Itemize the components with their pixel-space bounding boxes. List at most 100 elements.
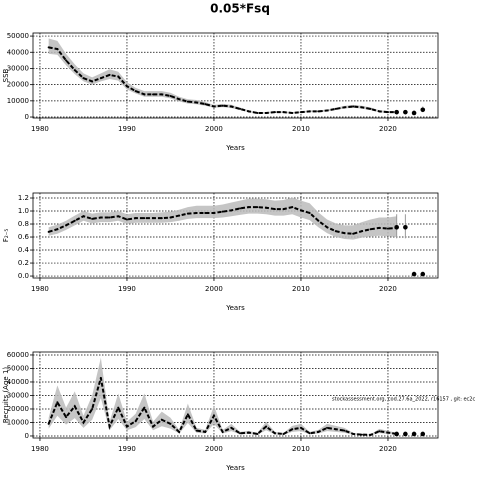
estimate-point <box>65 224 68 227</box>
estimate-point <box>82 77 85 80</box>
estimate-point <box>91 217 94 220</box>
estimate-point <box>152 425 155 428</box>
estimate-point <box>369 433 372 436</box>
estimate-point <box>221 210 224 213</box>
plot-frame <box>32 32 439 119</box>
estimate-point <box>360 230 363 233</box>
estimate-point <box>212 105 215 108</box>
estimate-point <box>230 209 233 212</box>
confidence-band <box>48 197 397 240</box>
estimate-point <box>169 216 172 219</box>
estimate-point <box>73 405 76 408</box>
estimate-point <box>326 226 329 229</box>
estimate-point <box>47 230 50 233</box>
estimate-point <box>212 211 215 214</box>
estimate-point <box>247 431 250 434</box>
estimate-point <box>369 107 372 110</box>
estimate-line <box>48 206 397 235</box>
estimate-point <box>334 107 337 110</box>
confidence-band <box>48 38 397 114</box>
estimate-point <box>134 90 137 93</box>
annotation: stockassessment.org, cod.27.6a_2022, r16… <box>332 397 475 403</box>
x-tick-label: 1990 <box>118 445 136 453</box>
estimate-point <box>99 216 102 219</box>
estimate-point <box>195 211 198 214</box>
estimate-point <box>160 217 163 220</box>
y-tick-label: 50000 <box>7 364 29 372</box>
estimate-point <box>160 93 163 96</box>
estimate-point <box>317 219 320 222</box>
estimate-point <box>256 432 259 435</box>
x-tick-label: 2020 <box>379 125 397 133</box>
estimate-point <box>143 217 146 220</box>
x-tick-label: 2000 <box>205 125 223 133</box>
estimate-point <box>204 430 207 433</box>
x-tick-label: 1980 <box>31 125 49 133</box>
x-tick-label: 1990 <box>118 125 136 133</box>
estimate-point <box>108 425 111 428</box>
estimate-point <box>308 432 311 435</box>
estimate-point <box>195 101 198 104</box>
estimate-point <box>230 105 233 108</box>
estimate-line <box>48 46 397 114</box>
estimate-point <box>326 426 329 429</box>
x-tick-label: 2010 <box>292 285 310 293</box>
estimate-point <box>221 430 224 433</box>
y-tick-label: 20000 <box>7 405 29 413</box>
estimate-point <box>56 228 59 231</box>
estimate-point <box>273 111 276 114</box>
y-tick-label: 0.2 <box>18 259 29 267</box>
x-tick-label: 2010 <box>292 125 310 133</box>
estimate-point <box>91 80 94 83</box>
y-tick-label: 10000 <box>7 418 29 426</box>
y-tick-label: 0 <box>25 113 29 121</box>
estimate-point <box>308 110 311 113</box>
x-axis-label: Years <box>225 144 245 152</box>
estimate-point <box>291 428 294 431</box>
y-tick-label: 1.2 <box>18 194 29 202</box>
estimate-point <box>352 232 355 235</box>
estimate-point <box>91 407 94 410</box>
forecast-point <box>420 271 426 277</box>
estimate-point <box>212 414 215 417</box>
x-tick-label: 2020 <box>379 285 397 293</box>
estimate-point <box>47 46 50 49</box>
estimate-point <box>352 432 355 435</box>
estimate-point <box>65 416 68 419</box>
y-tick-label: 0 <box>25 432 29 440</box>
plot-frame <box>32 192 439 279</box>
estimate-point <box>378 110 381 113</box>
y-tick-label: 50000 <box>7 32 29 40</box>
estimate-point <box>386 227 389 230</box>
estimate-point <box>256 206 259 209</box>
estimate-point <box>299 426 302 429</box>
estimate-point <box>169 422 172 425</box>
x-tick-label: 2020 <box>379 445 397 453</box>
estimate-point <box>143 93 146 96</box>
estimate-point <box>56 48 59 51</box>
x-tick-label: 2000 <box>205 445 223 453</box>
estimate-point <box>134 217 137 220</box>
estimate-point <box>265 111 268 114</box>
y-tick-label: 0.4 <box>18 246 30 254</box>
forecast-point <box>411 110 417 116</box>
y-axis-label: F₂₋₅ <box>2 229 10 243</box>
estimate-point <box>178 430 181 433</box>
estimate-point <box>160 418 163 421</box>
y-tick-label: 0.8 <box>18 220 29 228</box>
estimate-point <box>386 431 389 434</box>
y-tick-label: 30000 <box>7 64 29 72</box>
y-tick-label: 20000 <box>7 81 29 89</box>
estimate-point <box>360 106 363 109</box>
forecast-point <box>403 109 408 115</box>
y-axis-label: Recruits (Age 1) <box>2 367 10 424</box>
estimate-point <box>299 111 302 114</box>
estimate-point <box>230 426 233 429</box>
estimate-point <box>125 218 128 221</box>
estimate-point <box>99 77 102 80</box>
estimate-point <box>195 429 198 432</box>
y-tick-label: 0.6 <box>18 233 30 241</box>
x-axis-label: Years <box>225 464 245 472</box>
estimate-point <box>378 226 381 229</box>
estimate-point <box>334 428 337 431</box>
